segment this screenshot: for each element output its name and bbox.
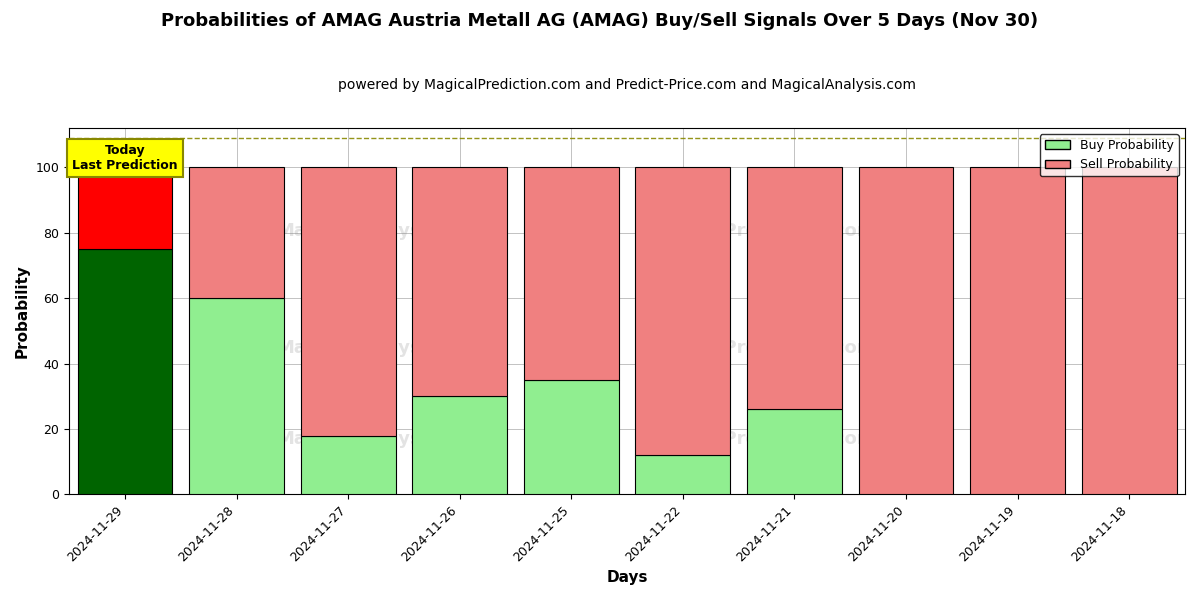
Text: MagicalPrediction.com: MagicalPrediction.com (647, 339, 876, 357)
X-axis label: Days: Days (606, 570, 648, 585)
Text: Today
Last Prediction: Today Last Prediction (72, 144, 178, 172)
Bar (413, 396, 508, 494)
Bar (748, 409, 842, 494)
Bar (301, 436, 396, 494)
Bar (1081, 167, 1177, 494)
Bar (859, 167, 954, 494)
Text: MagicalPrediction.com: MagicalPrediction.com (647, 430, 876, 448)
Bar (524, 380, 619, 494)
Text: MagicalAnalysis.com: MagicalAnalysis.com (277, 221, 486, 239)
Bar (190, 298, 284, 494)
Bar (636, 455, 731, 494)
Bar (970, 167, 1066, 494)
Bar (636, 167, 731, 455)
Text: MagicalPrediction.com: MagicalPrediction.com (647, 221, 876, 239)
Text: MagicalAnalysis.com: MagicalAnalysis.com (277, 339, 486, 357)
Legend: Buy Probability, Sell Probability: Buy Probability, Sell Probability (1040, 134, 1178, 176)
Y-axis label: Probability: Probability (16, 264, 30, 358)
Title: powered by MagicalPrediction.com and Predict-Price.com and MagicalAnalysis.com: powered by MagicalPrediction.com and Pre… (338, 78, 916, 92)
Bar (78, 249, 173, 494)
Bar (748, 167, 842, 409)
Bar (413, 167, 508, 396)
Text: MagicalAnalysis.com: MagicalAnalysis.com (277, 430, 486, 448)
Bar (301, 167, 396, 436)
Bar (78, 167, 173, 249)
Bar (524, 167, 619, 380)
Bar (190, 167, 284, 298)
Text: Probabilities of AMAG Austria Metall AG (AMAG) Buy/Sell Signals Over 5 Days (Nov: Probabilities of AMAG Austria Metall AG … (162, 12, 1038, 30)
